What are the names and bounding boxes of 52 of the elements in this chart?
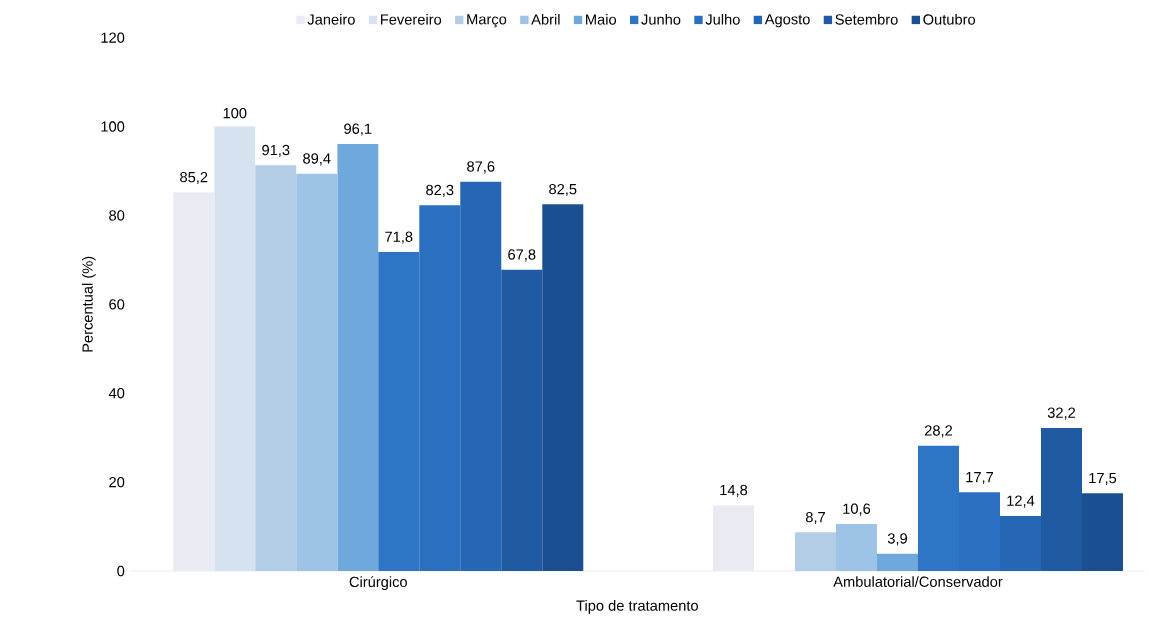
legend-label: Setembro	[835, 13, 898, 25]
bar	[877, 553, 918, 571]
legend-label: Outubro	[923, 13, 976, 25]
data-label: 17,5	[1089, 473, 1117, 485]
bar	[255, 165, 297, 571]
data-label: 10,6	[843, 503, 871, 516]
bar	[542, 204, 584, 571]
data-label: 89,4	[303, 153, 331, 166]
data-label: 12,4	[1007, 495, 1035, 508]
bar	[795, 532, 836, 571]
y-tick-label: 120	[101, 32, 125, 43]
legend-label: Janeiro	[307, 13, 355, 25]
y-tick-label: 80	[109, 210, 125, 221]
data-label: 96,1	[344, 123, 372, 136]
data-label: 71,8	[385, 231, 413, 244]
y-tick-label: 100	[101, 121, 125, 132]
bar	[1041, 427, 1082, 571]
data-label: 91,3	[262, 144, 290, 157]
y-tick-label: 20	[109, 476, 125, 488]
data-label: 17,7	[966, 472, 994, 485]
bar	[337, 143, 379, 571]
legend-label: Junho	[641, 13, 681, 25]
data-label: 28,2	[924, 425, 953, 438]
y-tick-label: 40	[108, 388, 125, 399]
legend-label: Fevereiro	[381, 13, 442, 25]
data-label: 32,2	[1047, 407, 1076, 420]
data-label: 82,3	[426, 184, 454, 197]
bar	[296, 173, 338, 571]
legend-label: Julho	[705, 13, 740, 25]
data-label: 100	[223, 107, 247, 119]
data-label: 3,9	[887, 533, 907, 546]
bar	[501, 269, 543, 571]
y-axis-title: Percentual (%)	[82, 256, 96, 352]
x-tick-label: Cirúrgico	[349, 576, 407, 590]
bar	[835, 523, 877, 571]
bar	[214, 126, 256, 571]
legend-label: Maio	[586, 13, 617, 25]
bar	[1082, 493, 1123, 571]
data-label: 14,8	[720, 484, 748, 497]
data-label: 8,7	[805, 511, 825, 525]
data-label: 85,2	[180, 171, 208, 185]
x-axis-title: Tipo de tratamento	[576, 600, 698, 614]
data-label: 67,8	[508, 249, 536, 262]
legend-label: Abril	[531, 13, 560, 25]
data-label: 82,5	[549, 183, 577, 197]
x-tick-label: Ambulatorial/Conservador	[833, 576, 1003, 587]
y-tick-label: 60	[109, 299, 125, 310]
y-tick-label: 0	[117, 565, 125, 577]
bar	[173, 192, 215, 571]
data-label: 87,6	[467, 161, 495, 174]
legend-label: Março	[467, 14, 507, 28]
legend-label: Agosto	[764, 14, 810, 28]
